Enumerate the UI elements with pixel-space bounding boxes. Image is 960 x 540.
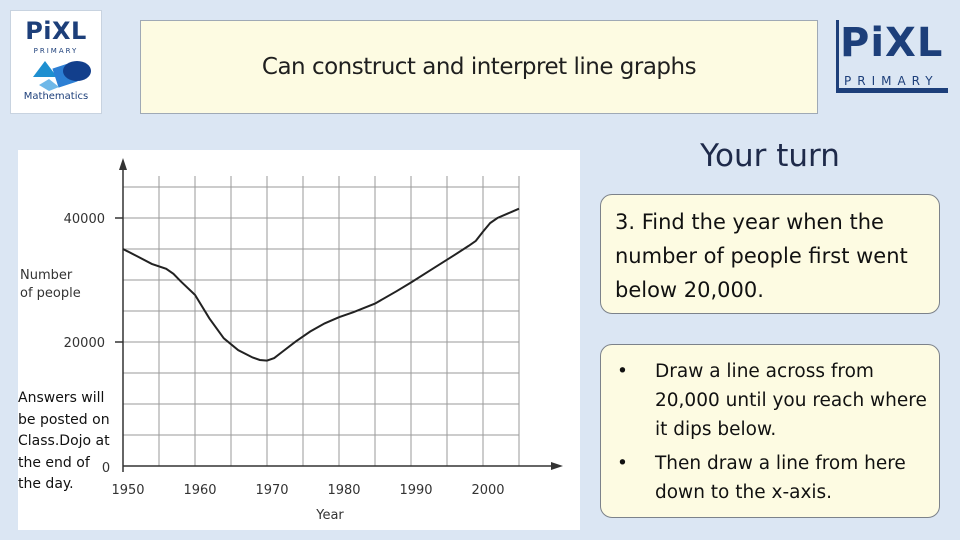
- y-tick-label: 40000: [64, 212, 105, 227]
- y-axis-label-line2: of people: [20, 286, 81, 301]
- hint-text: Then draw a line from here down to the x…: [655, 453, 906, 503]
- origin-label: 0: [102, 461, 110, 476]
- hint-item: • Draw a line across from 20,000 until y…: [617, 357, 929, 444]
- shapes-icon: [33, 61, 91, 91]
- x-tick-label: 1990: [399, 483, 432, 498]
- x-axis-arrow: [551, 462, 563, 470]
- logo-left-sub: PRIMARY: [33, 47, 79, 55]
- answers-note: Answers will be posted on Class.Dojo at …: [18, 390, 110, 492]
- line-graph: 1950 1960 1970 1980 1990 2000 20000 40000 Numbe…: [20, 158, 563, 523]
- page-title: Can construct and interpret line graphs: [261, 54, 697, 80]
- population-line: [122, 207, 520, 362]
- chart-axes: [119, 158, 563, 472]
- hint-text: Draw a line across from 20,000 until you…: [655, 361, 927, 440]
- chart-grid: [123, 176, 520, 466]
- x-tick-label: 1960: [183, 483, 216, 498]
- question-text: 3. Find the year when the number of peop…: [615, 210, 908, 302]
- y-axis-arrow: [119, 158, 127, 170]
- y-axis-label-line1: Number: [20, 268, 73, 283]
- bullet-icon: •: [617, 453, 628, 474]
- bullet-icon: •: [617, 361, 628, 382]
- x-tick-label: 2000: [471, 483, 504, 498]
- x-tick-label: 1980: [327, 483, 360, 498]
- pixl-primary-maths-logo: PiXL PRIMARY Mathematics: [10, 10, 102, 114]
- x-tick-label: 1970: [255, 483, 288, 498]
- y-tick-label: 20000: [64, 336, 105, 351]
- line-graph-panel: 1950 1960 1970 1980 1990 2000 20000 40000 Numbe…: [18, 150, 580, 530]
- pixl-primary-logo: PiXL PRIMARY: [836, 20, 950, 98]
- hint-box: • Draw a line across from 20,000 until y…: [600, 344, 940, 518]
- logo-right-brand: PiXL: [840, 20, 944, 66]
- your-turn-heading: Your turn: [700, 138, 840, 174]
- chart-ticks: 1950 1960 1970 1980 1990 2000 20000 40000: [64, 212, 505, 498]
- hint-item: • Then draw a line from here down to the…: [617, 449, 929, 507]
- question-box: 3. Find the year when the number of peop…: [600, 194, 940, 314]
- logo-left-caption: Mathematics: [23, 91, 89, 102]
- logo-right-frame-bottom: [836, 88, 948, 93]
- x-tick-label: 1950: [111, 483, 144, 498]
- logo-right-frame-left: [836, 20, 839, 93]
- logo-right-sub: PRIMARY: [844, 74, 939, 88]
- title-banner: Can construct and interpret line graphs: [140, 20, 818, 114]
- x-axis-label: Year: [315, 508, 344, 523]
- logo-left-brand: PiXL: [25, 17, 87, 45]
